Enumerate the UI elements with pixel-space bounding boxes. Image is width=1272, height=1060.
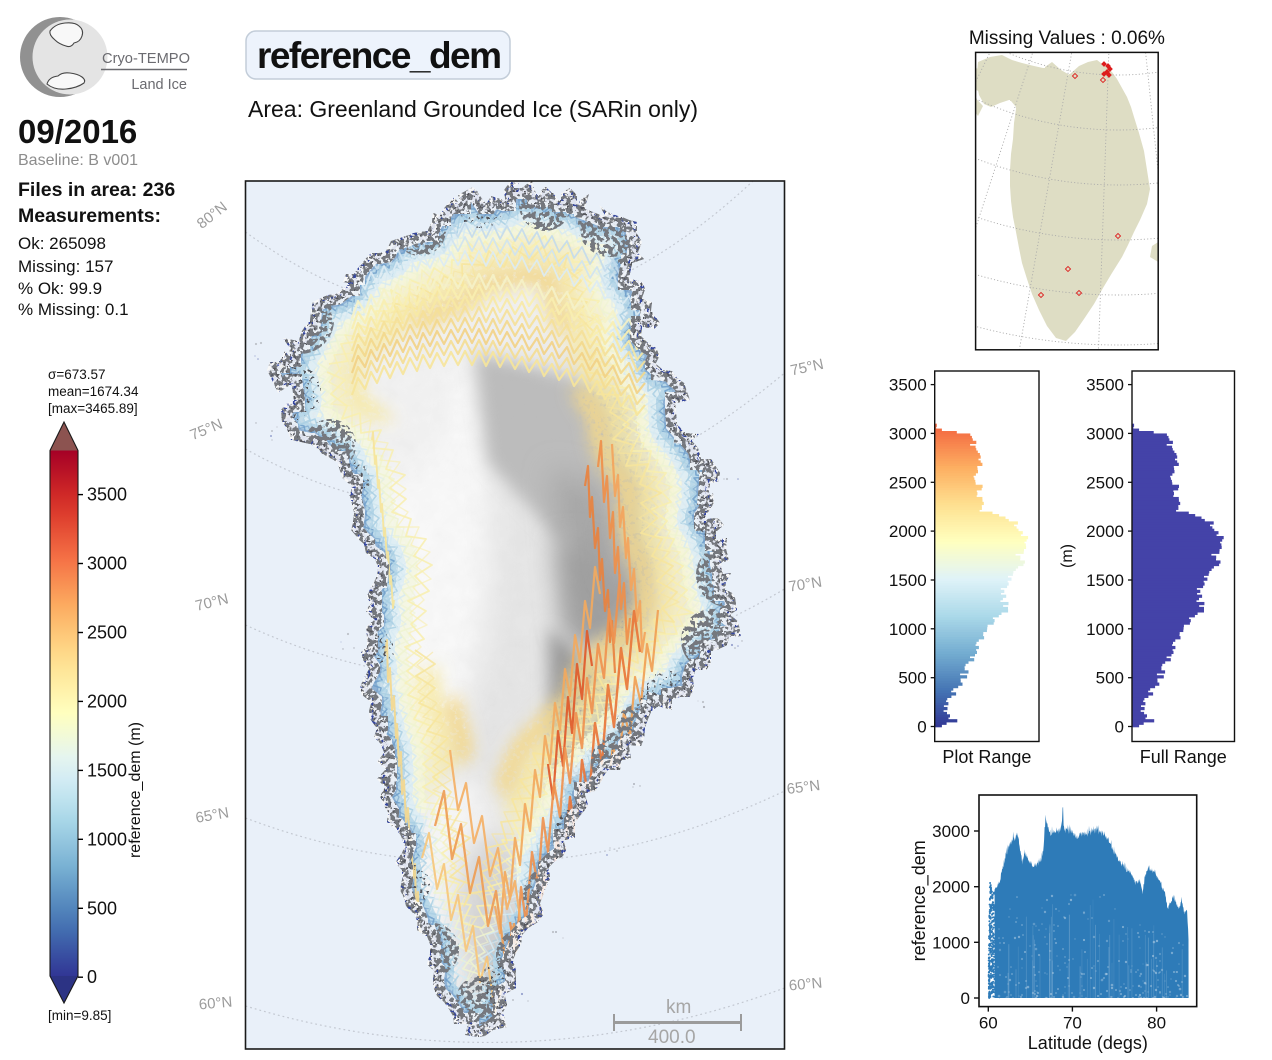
svg-text:0: 0	[961, 989, 970, 1008]
svg-text:3000: 3000	[889, 424, 927, 443]
svg-text:Ok: 265098: Ok: 265098	[18, 234, 106, 253]
svg-text:70: 70	[1063, 1014, 1082, 1033]
svg-text:reference_dem: reference_dem	[909, 840, 930, 961]
svg-text:% Ok: 99.9: % Ok: 99.9	[18, 279, 102, 298]
svg-text:70°N: 70°N	[787, 574, 823, 596]
svg-text:% Missing: 0.1: % Missing: 0.1	[18, 300, 129, 319]
svg-text:1500: 1500	[1086, 571, 1124, 590]
svg-text:70°N: 70°N	[194, 590, 231, 615]
svg-text:3000: 3000	[87, 554, 127, 574]
svg-text:1000: 1000	[932, 933, 970, 952]
svg-text:2500: 2500	[889, 473, 927, 492]
svg-text:1000: 1000	[889, 620, 927, 639]
svg-text:Missing Values : 0.06%: Missing Values : 0.06%	[969, 28, 1165, 49]
svg-text:Files in area: 236: Files in area: 236	[18, 179, 175, 201]
svg-text:2000: 2000	[1086, 522, 1124, 541]
svg-text:Missing: 157: Missing: 157	[18, 257, 113, 276]
svg-text:400.0: 400.0	[648, 1027, 696, 1048]
svg-text:1000: 1000	[87, 829, 127, 849]
svg-text:500: 500	[1096, 669, 1124, 688]
svg-text:0: 0	[917, 718, 926, 737]
svg-text:(m): (m)	[1059, 544, 1076, 568]
svg-text:3000: 3000	[1086, 424, 1124, 443]
svg-text:75°N: 75°N	[188, 416, 225, 444]
svg-text:3500: 3500	[1086, 376, 1124, 395]
svg-text:1500: 1500	[889, 571, 927, 590]
svg-text:1500: 1500	[87, 760, 127, 780]
svg-text:500: 500	[898, 669, 926, 688]
svg-text:3500: 3500	[87, 485, 127, 505]
svg-text:2000: 2000	[889, 522, 927, 541]
svg-text:65°N: 65°N	[786, 777, 821, 798]
svg-text:75°N: 75°N	[789, 356, 825, 380]
svg-text:mean=1674.34: mean=1674.34	[48, 384, 139, 399]
svg-text:60°N: 60°N	[198, 994, 233, 1014]
svg-text:2500: 2500	[1086, 473, 1124, 492]
svg-text:0: 0	[1115, 718, 1124, 737]
svg-text:[max=3465.89]: [max=3465.89]	[48, 401, 138, 416]
svg-text:reference_dem (m): reference_dem (m)	[127, 722, 144, 858]
svg-text:Plot Range: Plot Range	[942, 747, 1031, 767]
svg-text:1000: 1000	[1086, 620, 1124, 639]
svg-text:65°N: 65°N	[194, 804, 230, 827]
svg-text:Cryo-TEMPO: Cryo-TEMPO	[102, 51, 190, 67]
svg-text:Full Range: Full Range	[1140, 747, 1227, 767]
svg-text:km: km	[666, 997, 691, 1018]
svg-text:80°N: 80°N	[194, 198, 231, 232]
svg-text:reference_dem: reference_dem	[257, 35, 502, 76]
svg-text:2000: 2000	[87, 691, 127, 711]
svg-text:Land Ice: Land Ice	[131, 77, 187, 93]
svg-text:Measurements:: Measurements:	[18, 205, 161, 227]
svg-text:60: 60	[979, 1014, 998, 1033]
svg-text:0: 0	[87, 967, 97, 987]
svg-text:Baseline: B v001: Baseline: B v001	[18, 152, 138, 169]
svg-text:2000: 2000	[932, 878, 970, 897]
svg-text:3000: 3000	[932, 822, 970, 841]
svg-text:60°N: 60°N	[788, 975, 823, 995]
svg-text:Area: Greenland Grounded Ice (: Area: Greenland Grounded Ice (SARin only…	[248, 96, 698, 122]
svg-text:09/2016: 09/2016	[18, 113, 137, 150]
svg-text:500: 500	[87, 898, 117, 918]
svg-text:80: 80	[1147, 1014, 1166, 1033]
svg-text:2500: 2500	[87, 623, 127, 643]
svg-text:Latitude (degs): Latitude (degs)	[1028, 1033, 1148, 1053]
svg-text:σ=673.57: σ=673.57	[48, 367, 106, 382]
svg-text:[min=9.85]: [min=9.85]	[48, 1008, 111, 1023]
svg-text:3500: 3500	[889, 376, 927, 395]
